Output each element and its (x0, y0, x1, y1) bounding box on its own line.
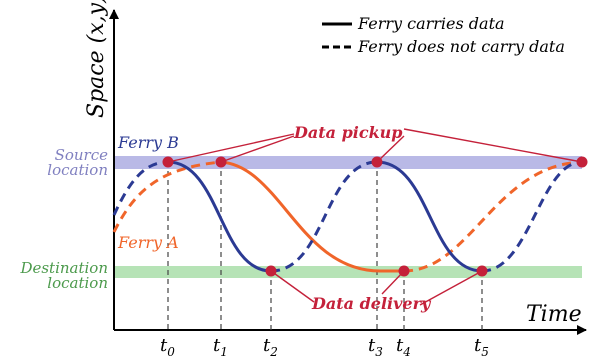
source-location-label-2: location (47, 161, 108, 179)
legend-dashed-label: Ferry does not carry data (357, 37, 565, 56)
pickup-point-t1 (215, 156, 227, 168)
delivery-point-t5 (476, 265, 488, 277)
ferry-b-dashed-end (481, 160, 583, 273)
time-label-t5: t5 (474, 335, 489, 359)
ferry-a-trajectory (112, 160, 583, 273)
ferry-b-trajectory (112, 160, 583, 273)
time-guides (167, 162, 483, 330)
time-labels: t0 t1 t2 t3 t4 t5 (160, 335, 489, 359)
ferry-b-dashed-mid (270, 160, 378, 273)
ferry-a-dashed-end (403, 160, 583, 273)
pickup-point-t3 (371, 156, 383, 168)
time-label-t2: t2 (263, 335, 278, 359)
time-label-t4: t4 (396, 335, 411, 359)
y-axis-label: Space (x,y) (84, 0, 109, 118)
destination-location-label-1: Destination (19, 259, 108, 277)
time-label-t1: t1 (213, 335, 228, 359)
event-points (162, 156, 588, 277)
ferry-b-solid-1 (167, 160, 272, 273)
legend-solid-label: Ferry carries data (357, 14, 505, 33)
ferry-a-dashed-start (112, 160, 222, 233)
x-axis-label: Time (526, 302, 582, 327)
time-label-t0: t0 (160, 335, 175, 359)
destination-location-band (114, 266, 582, 278)
ferry-b-solid-2 (376, 160, 483, 273)
pickup-annotation-lines (167, 128, 583, 163)
ferry-a-label: Ferry A (117, 233, 179, 252)
legend: Ferry carries data Ferry does not carry … (322, 14, 565, 56)
data-pickup-label: Data pickup (293, 123, 402, 142)
source-location-label-1: Source (55, 146, 109, 164)
ferry-b-label: Ferry B (117, 133, 179, 152)
pickup-point-t0 (162, 156, 174, 168)
destination-location-label-2: location (47, 274, 108, 292)
source-location-band (114, 156, 582, 169)
delivery-point-t2 (265, 265, 277, 277)
ferry-b-dashed-start (112, 160, 169, 216)
delivery-point-t4 (398, 265, 410, 277)
time-label-t3: t3 (368, 335, 383, 359)
data-delivery-label: Data delivery (311, 294, 432, 313)
pickup-point-end (576, 156, 588, 168)
ferry-a-solid-segment (220, 160, 404, 273)
